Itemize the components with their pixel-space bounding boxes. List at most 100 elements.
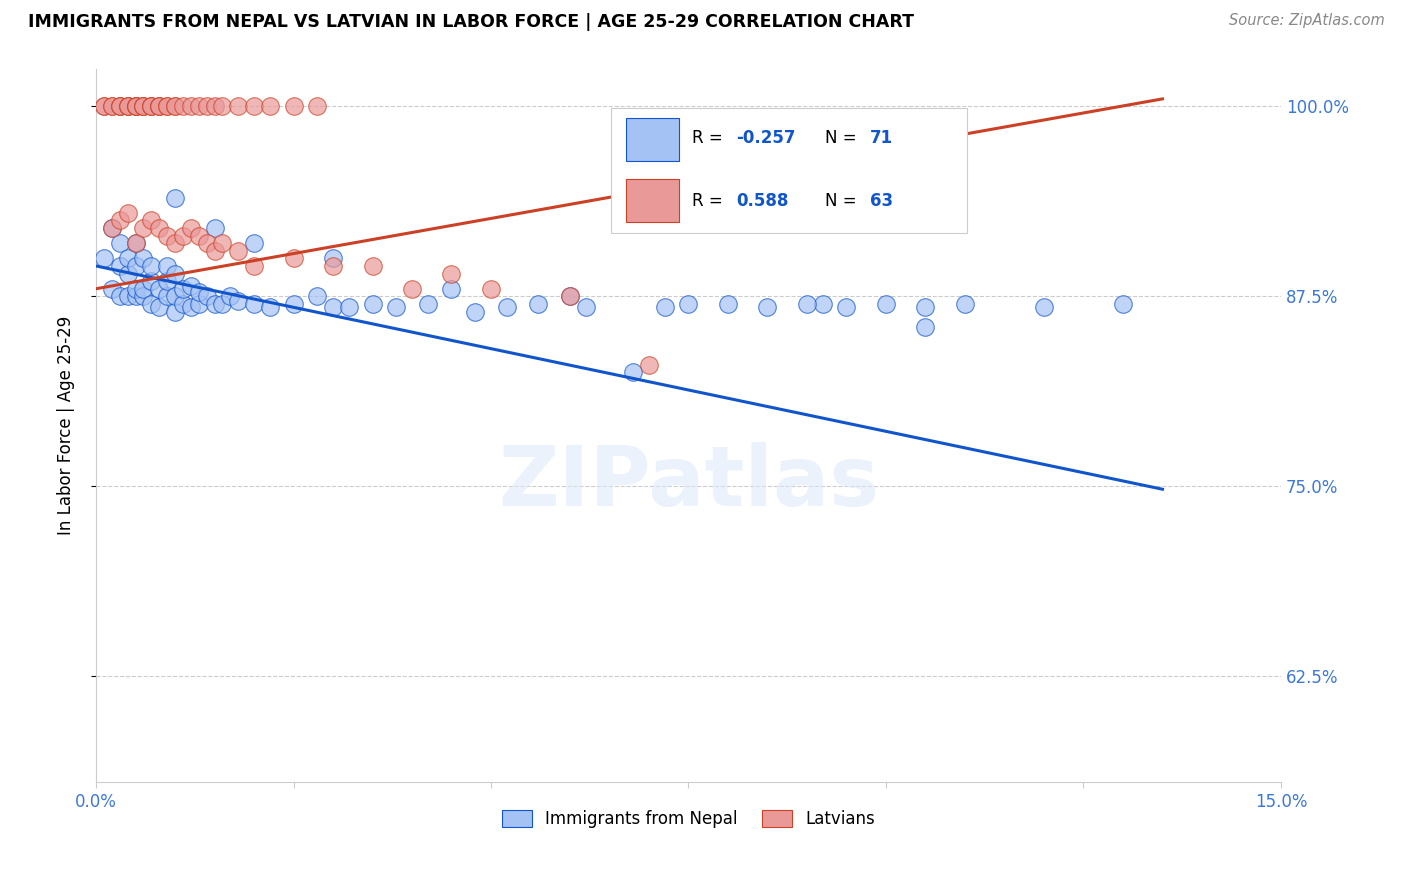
Text: IMMIGRANTS FROM NEPAL VS LATVIAN IN LABOR FORCE | AGE 25-29 CORRELATION CHART: IMMIGRANTS FROM NEPAL VS LATVIAN IN LABO…	[28, 13, 914, 31]
Point	[124, 259, 146, 273]
Point	[108, 289, 131, 303]
Point	[108, 259, 131, 273]
Point	[163, 267, 186, 281]
Point	[163, 304, 186, 318]
Point	[180, 278, 202, 293]
Point	[156, 259, 179, 273]
Point	[211, 297, 233, 311]
Point	[211, 99, 233, 113]
Point	[141, 99, 163, 113]
Point	[479, 282, 502, 296]
Point	[132, 99, 155, 113]
Text: N =: N =	[825, 128, 862, 147]
Point	[558, 289, 581, 303]
Point	[243, 259, 266, 273]
Point	[180, 221, 202, 235]
Point	[283, 297, 305, 311]
Point	[101, 221, 124, 235]
Point	[101, 282, 124, 296]
Point	[796, 297, 818, 311]
Point	[401, 282, 423, 296]
Point	[108, 213, 131, 227]
Text: R =: R =	[692, 128, 728, 147]
Point	[156, 99, 179, 113]
Point	[495, 300, 517, 314]
Point	[654, 300, 676, 314]
Point	[914, 319, 936, 334]
Point	[148, 282, 170, 296]
Point	[93, 99, 115, 113]
FancyBboxPatch shape	[612, 108, 967, 233]
Point	[226, 293, 249, 308]
Point	[132, 221, 155, 235]
Point	[124, 289, 146, 303]
Point	[117, 289, 139, 303]
Point	[875, 297, 897, 311]
Point	[124, 236, 146, 251]
Point	[141, 213, 163, 227]
Point	[322, 259, 344, 273]
Point	[93, 99, 115, 113]
Point	[678, 297, 700, 311]
Point	[108, 99, 131, 113]
Point	[148, 99, 170, 113]
Point	[337, 300, 360, 314]
Point	[464, 304, 486, 318]
Point	[156, 99, 179, 113]
Point	[204, 221, 226, 235]
Point	[440, 267, 463, 281]
Point	[385, 300, 408, 314]
Point	[124, 99, 146, 113]
Point	[835, 300, 858, 314]
Point	[148, 99, 170, 113]
Point	[1033, 300, 1056, 314]
Point	[163, 99, 186, 113]
Point	[226, 244, 249, 258]
Point	[141, 99, 163, 113]
Point	[124, 282, 146, 296]
Point	[124, 236, 146, 251]
Text: 0.588: 0.588	[735, 192, 789, 210]
Point	[322, 252, 344, 266]
Point	[132, 289, 155, 303]
Point	[243, 236, 266, 251]
Point	[307, 99, 329, 113]
Point	[638, 358, 661, 372]
Point	[187, 99, 209, 113]
Point	[163, 236, 186, 251]
Bar	[626, 119, 679, 161]
Point	[141, 297, 163, 311]
Point	[527, 297, 550, 311]
Point	[148, 300, 170, 314]
Point	[219, 289, 242, 303]
Point	[307, 289, 329, 303]
Point	[108, 236, 131, 251]
Text: R =: R =	[692, 192, 728, 210]
Point	[621, 365, 644, 379]
Point	[93, 252, 115, 266]
Point	[172, 282, 194, 296]
Point	[108, 99, 131, 113]
Bar	[626, 179, 679, 222]
Text: ZIPatlas: ZIPatlas	[498, 442, 879, 523]
Point	[101, 99, 124, 113]
Point	[172, 297, 194, 311]
Point	[440, 282, 463, 296]
Point	[124, 99, 146, 113]
Point	[117, 267, 139, 281]
Point	[101, 221, 124, 235]
Point	[204, 297, 226, 311]
Point	[283, 252, 305, 266]
Point	[172, 228, 194, 243]
Point	[132, 252, 155, 266]
Point	[117, 252, 139, 266]
Point	[132, 282, 155, 296]
Point	[416, 297, 439, 311]
Text: Source: ZipAtlas.com: Source: ZipAtlas.com	[1229, 13, 1385, 29]
Point	[163, 289, 186, 303]
Point	[148, 221, 170, 235]
Point	[163, 99, 186, 113]
Point	[322, 300, 344, 314]
Point	[811, 297, 834, 311]
Point	[259, 99, 281, 113]
